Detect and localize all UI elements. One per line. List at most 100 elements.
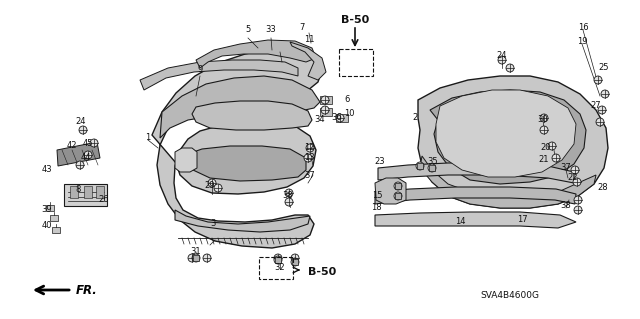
Bar (395, 183, 401, 189)
Text: 13: 13 (304, 153, 314, 162)
Circle shape (594, 76, 602, 84)
Circle shape (428, 164, 436, 172)
Text: 33: 33 (266, 26, 276, 34)
Circle shape (208, 179, 216, 187)
Bar (320, 108, 332, 116)
Bar (275, 257, 281, 263)
Text: 37: 37 (561, 164, 572, 173)
Circle shape (540, 126, 548, 134)
Text: 34: 34 (315, 115, 325, 124)
Circle shape (394, 182, 402, 190)
Polygon shape (64, 184, 107, 206)
Circle shape (304, 154, 312, 162)
Polygon shape (175, 210, 310, 232)
Polygon shape (175, 148, 197, 172)
Bar (395, 193, 401, 199)
Polygon shape (192, 101, 312, 130)
Polygon shape (196, 40, 316, 68)
Bar (336, 114, 348, 122)
Circle shape (274, 256, 282, 264)
Text: 25: 25 (599, 63, 609, 72)
Circle shape (321, 106, 329, 114)
Text: 30: 30 (538, 115, 548, 124)
Circle shape (90, 139, 98, 147)
Text: 36: 36 (332, 114, 342, 122)
Text: 7: 7 (300, 23, 305, 32)
Text: 27: 27 (591, 100, 602, 109)
Circle shape (336, 114, 344, 122)
Circle shape (321, 96, 329, 104)
Polygon shape (57, 142, 100, 166)
Bar (292, 259, 298, 265)
Polygon shape (185, 146, 306, 181)
Polygon shape (152, 49, 322, 248)
Bar (429, 165, 435, 171)
Text: 35: 35 (428, 158, 438, 167)
Text: 8: 8 (76, 186, 81, 195)
Circle shape (506, 64, 514, 72)
Bar (417, 163, 423, 169)
Text: 1: 1 (145, 133, 150, 143)
Text: 42: 42 (67, 140, 77, 150)
Text: 26: 26 (99, 195, 109, 204)
Text: 45: 45 (83, 138, 93, 147)
Text: 6: 6 (344, 95, 349, 105)
Text: 24: 24 (497, 50, 508, 60)
Text: B-50: B-50 (341, 15, 369, 25)
Text: 37: 37 (305, 170, 316, 180)
Text: 39: 39 (42, 205, 52, 214)
Circle shape (79, 126, 87, 134)
Polygon shape (290, 42, 326, 80)
Circle shape (285, 198, 293, 206)
Circle shape (291, 254, 299, 262)
Text: 5: 5 (245, 26, 251, 34)
Circle shape (76, 161, 84, 169)
Bar (70, 186, 78, 198)
Text: 21: 21 (539, 155, 549, 165)
Text: 32: 32 (275, 263, 285, 271)
Text: 38: 38 (561, 202, 572, 211)
Text: 16: 16 (578, 24, 588, 33)
Circle shape (540, 114, 548, 122)
Circle shape (192, 254, 200, 262)
Polygon shape (160, 76, 320, 138)
Circle shape (214, 184, 222, 192)
Text: 18: 18 (371, 203, 381, 211)
Text: 15: 15 (372, 190, 382, 199)
Text: 2: 2 (412, 114, 418, 122)
Bar (52, 227, 60, 233)
Text: 22: 22 (568, 174, 579, 182)
Circle shape (306, 144, 314, 152)
Circle shape (188, 254, 196, 262)
Circle shape (596, 118, 604, 126)
Text: 20: 20 (541, 144, 551, 152)
Polygon shape (436, 90, 576, 177)
Text: 3: 3 (211, 219, 216, 228)
Text: 31: 31 (191, 247, 202, 256)
Circle shape (394, 192, 402, 200)
Circle shape (598, 106, 606, 114)
Text: 38: 38 (283, 190, 293, 199)
Text: 23: 23 (374, 158, 385, 167)
Text: 24: 24 (76, 117, 86, 127)
Polygon shape (375, 212, 576, 228)
Text: 43: 43 (42, 166, 52, 174)
Circle shape (285, 189, 293, 197)
Text: 28: 28 (598, 183, 608, 192)
Circle shape (574, 196, 582, 204)
Polygon shape (378, 163, 574, 183)
Text: 11: 11 (304, 35, 314, 44)
Bar (50, 215, 58, 221)
Text: 40: 40 (42, 220, 52, 229)
Circle shape (291, 258, 299, 266)
Polygon shape (140, 60, 298, 90)
Circle shape (571, 166, 579, 174)
Circle shape (498, 56, 506, 64)
Circle shape (274, 254, 282, 262)
Polygon shape (420, 156, 596, 208)
Circle shape (601, 90, 609, 98)
Circle shape (548, 142, 556, 150)
Text: 19: 19 (577, 38, 588, 47)
Polygon shape (430, 90, 586, 184)
Text: 14: 14 (455, 218, 465, 226)
